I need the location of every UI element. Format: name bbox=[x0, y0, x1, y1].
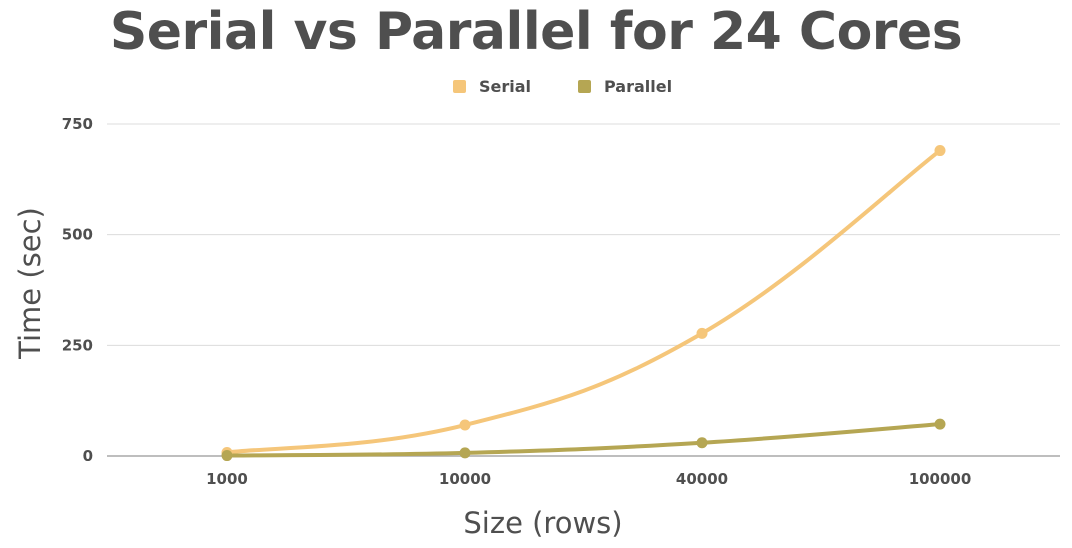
chart-title: Serial vs Parallel for 24 Cores bbox=[109, 2, 963, 62]
x-tick-label: 10000 bbox=[439, 470, 491, 488]
data-point-parallel bbox=[459, 447, 471, 459]
legend-label-serial: Serial bbox=[479, 77, 531, 96]
data-point-parallel bbox=[696, 437, 708, 449]
gridlines bbox=[107, 123, 1060, 457]
x-axis-ticks: 1000 10000 40000 100000 bbox=[206, 470, 971, 488]
series-line-serial bbox=[225, 148, 942, 455]
series-line-parallel bbox=[225, 422, 942, 458]
legend-label-parallel: Parallel bbox=[604, 77, 672, 96]
data-point-parallel bbox=[221, 450, 233, 462]
legend: Serial Parallel bbox=[453, 77, 672, 96]
data-point-serial bbox=[696, 327, 708, 339]
x-axis-title: Size (rows) bbox=[463, 506, 622, 540]
legend-swatch-serial bbox=[453, 80, 466, 93]
x-tick-label: 1000 bbox=[206, 470, 248, 488]
y-tick-label: 500 bbox=[62, 226, 93, 244]
y-tick-label: 0 bbox=[83, 447, 93, 465]
series-points bbox=[221, 145, 946, 462]
data-point-parallel bbox=[934, 418, 946, 430]
legend-swatch-parallel bbox=[578, 80, 591, 93]
y-tick-label: 750 bbox=[62, 115, 93, 133]
x-tick-label: 40000 bbox=[676, 470, 728, 488]
series-lines bbox=[225, 148, 942, 458]
x-tick-label: 100000 bbox=[909, 470, 972, 488]
y-axis-title: Time (sec) bbox=[13, 207, 47, 360]
data-point-serial bbox=[934, 145, 946, 157]
y-tick-label: 250 bbox=[62, 336, 93, 354]
y-axis-ticks: 0 250 500 750 bbox=[62, 115, 93, 465]
data-point-serial bbox=[459, 419, 471, 431]
